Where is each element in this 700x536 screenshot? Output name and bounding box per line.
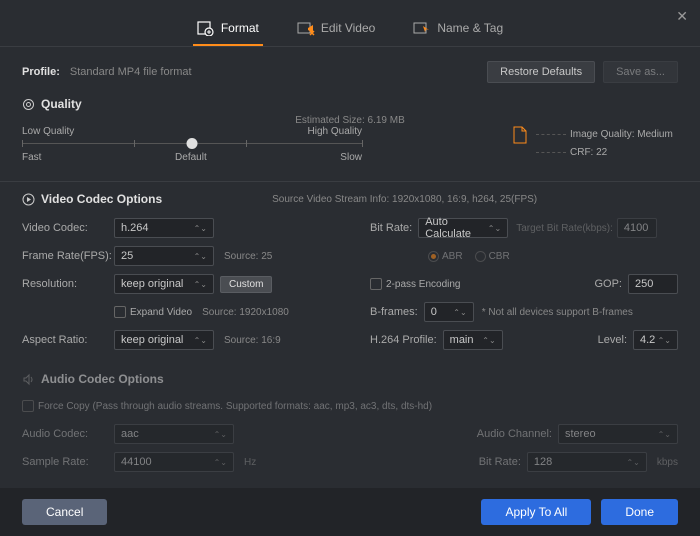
hz-label: Hz	[244, 457, 256, 468]
target-bitrate-label: Target Bit Rate(kbps):	[516, 223, 613, 234]
source-info: Source Video Stream Info: 1920x1080, 16:…	[272, 194, 537, 205]
resolution-label: Resolution:	[22, 278, 114, 290]
sample-rate-label: Sample Rate:	[22, 456, 114, 468]
footer: Cancel Apply To All Done	[0, 488, 700, 536]
audio-bitrate-label: Bit Rate:	[479, 456, 521, 468]
cbr-radio[interactable]	[475, 251, 486, 262]
sample-rate-select[interactable]: 44100⌃⌄	[114, 452, 234, 472]
level-select[interactable]: 4.2⌃⌄	[633, 330, 678, 350]
profile-label: Profile:	[22, 66, 60, 78]
bframes-select[interactable]: 0⌃⌄	[424, 302, 474, 322]
apply-all-button[interactable]: Apply To All	[481, 499, 591, 525]
bitrate-label: Bit Rate:	[370, 222, 412, 234]
fps-source: Source: 25	[224, 251, 272, 262]
abr-radio[interactable]	[428, 251, 439, 262]
speaker-icon	[22, 373, 35, 386]
video-codec-title: Video Codec Options	[41, 192, 162, 206]
fps-select[interactable]: 25⌃⌄	[114, 246, 214, 266]
cancel-button[interactable]: Cancel	[22, 499, 107, 525]
audio-section: Audio Codec Options Force Copy (Pass thr…	[22, 372, 678, 480]
gop-label: GOP:	[594, 278, 622, 290]
h264-profile-select[interactable]: main⌃⌄	[443, 330, 503, 350]
tab-format-label: Format	[221, 21, 259, 35]
crf-text: CRF: 22	[570, 147, 607, 158]
estimated-size: Estimated Size: 6.19 MB	[22, 115, 678, 126]
format-icon	[197, 20, 215, 36]
edit-video-icon	[297, 20, 315, 36]
bframes-label: B-frames:	[370, 306, 418, 318]
expand-video-label: Expand Video	[130, 307, 192, 318]
quality-info-panel: Image Quality: Medium CRF: 22	[512, 126, 673, 162]
gear-icon	[22, 98, 35, 111]
play-icon	[22, 193, 35, 206]
audio-channel-label: Audio Channel:	[477, 428, 552, 440]
bframes-note: * Not all devices support B-frames	[482, 307, 633, 318]
h264-profile-label: H.264 Profile:	[370, 334, 437, 346]
two-pass-label: 2-pass Encoding	[386, 279, 461, 290]
audio-codec-select[interactable]: aac⌃⌄	[114, 424, 234, 444]
ar-source: Source: 16:9	[224, 335, 281, 346]
video-codec-label: Video Codec:	[22, 222, 114, 234]
two-pass-checkbox[interactable]	[370, 278, 382, 290]
target-bitrate-input[interactable]	[617, 218, 657, 238]
close-icon[interactable]: ✕	[676, 8, 688, 25]
done-button[interactable]: Done	[601, 499, 678, 525]
file-icon	[512, 126, 528, 144]
force-copy-label: Force Copy (Pass through audio streams. …	[38, 401, 432, 412]
tab-format[interactable]: Format	[193, 12, 263, 46]
bitrate-select[interactable]: Auto Calculate⌃⌄	[418, 218, 508, 238]
image-quality-text: Image Quality: Medium	[570, 129, 673, 140]
profile-value: Standard MP4 file format	[70, 66, 192, 78]
audio-codec-title: Audio Codec Options	[41, 372, 164, 386]
level-label: Level:	[598, 334, 627, 346]
video-form: Video Codec: h.264⌃⌄ Frame Rate(FPS): 25…	[22, 218, 678, 358]
settings-dialog: ✕ Format Edit Video Name & Tag Profile: …	[0, 0, 700, 536]
quality-section-header: Quality	[22, 97, 678, 111]
gop-input[interactable]	[628, 274, 678, 294]
save-as-button[interactable]: Save as...	[603, 61, 678, 83]
high-quality-label: High Quality	[308, 126, 362, 137]
fast-label: Fast	[22, 152, 41, 163]
kbps-label: kbps	[657, 457, 678, 468]
slow-label: Slow	[340, 152, 362, 163]
tab-name-tag[interactable]: Name & Tag	[409, 12, 507, 46]
force-copy-checkbox[interactable]	[22, 400, 34, 412]
video-codec-select[interactable]: h.264⌃⌄	[114, 218, 214, 238]
default-label: Default	[175, 152, 207, 163]
quality-title: Quality	[41, 97, 82, 111]
slider-thumb[interactable]	[187, 138, 198, 149]
quality-slider[interactable]	[22, 143, 362, 144]
restore-defaults-button[interactable]: Restore Defaults	[487, 61, 595, 83]
audio-bitrate-select[interactable]: 128⌃⌄	[527, 452, 647, 472]
res-source: Source: 1920x1080	[202, 307, 289, 318]
low-quality-label: Low Quality	[22, 126, 74, 137]
profile-row: Profile: Standard MP4 file format Restor…	[22, 61, 678, 83]
cbr-label: CBR	[489, 251, 510, 262]
aspect-ratio-label: Aspect Ratio:	[22, 334, 114, 346]
tab-name-label: Name & Tag	[437, 21, 503, 35]
fps-label: Frame Rate(FPS):	[22, 250, 114, 262]
tab-edit-video[interactable]: Edit Video	[293, 12, 380, 46]
tab-edit-label: Edit Video	[321, 21, 376, 35]
content-area: Profile: Standard MP4 file format Restor…	[0, 47, 700, 480]
quality-block: Low Quality High Quality Fast Default Sl…	[22, 126, 678, 163]
aspect-ratio-select[interactable]: keep original⌃⌄	[114, 330, 214, 350]
abr-label: ABR	[442, 251, 463, 262]
custom-button[interactable]: Custom	[220, 276, 272, 293]
resolution-select[interactable]: keep original⌃⌄	[114, 274, 214, 294]
expand-video-checkbox[interactable]	[114, 306, 126, 318]
audio-codec-label: Audio Codec:	[22, 428, 114, 440]
name-tag-icon	[413, 20, 431, 36]
tab-bar: Format Edit Video Name & Tag	[0, 0, 700, 47]
audio-channel-select[interactable]: stereo⌃⌄	[558, 424, 678, 444]
